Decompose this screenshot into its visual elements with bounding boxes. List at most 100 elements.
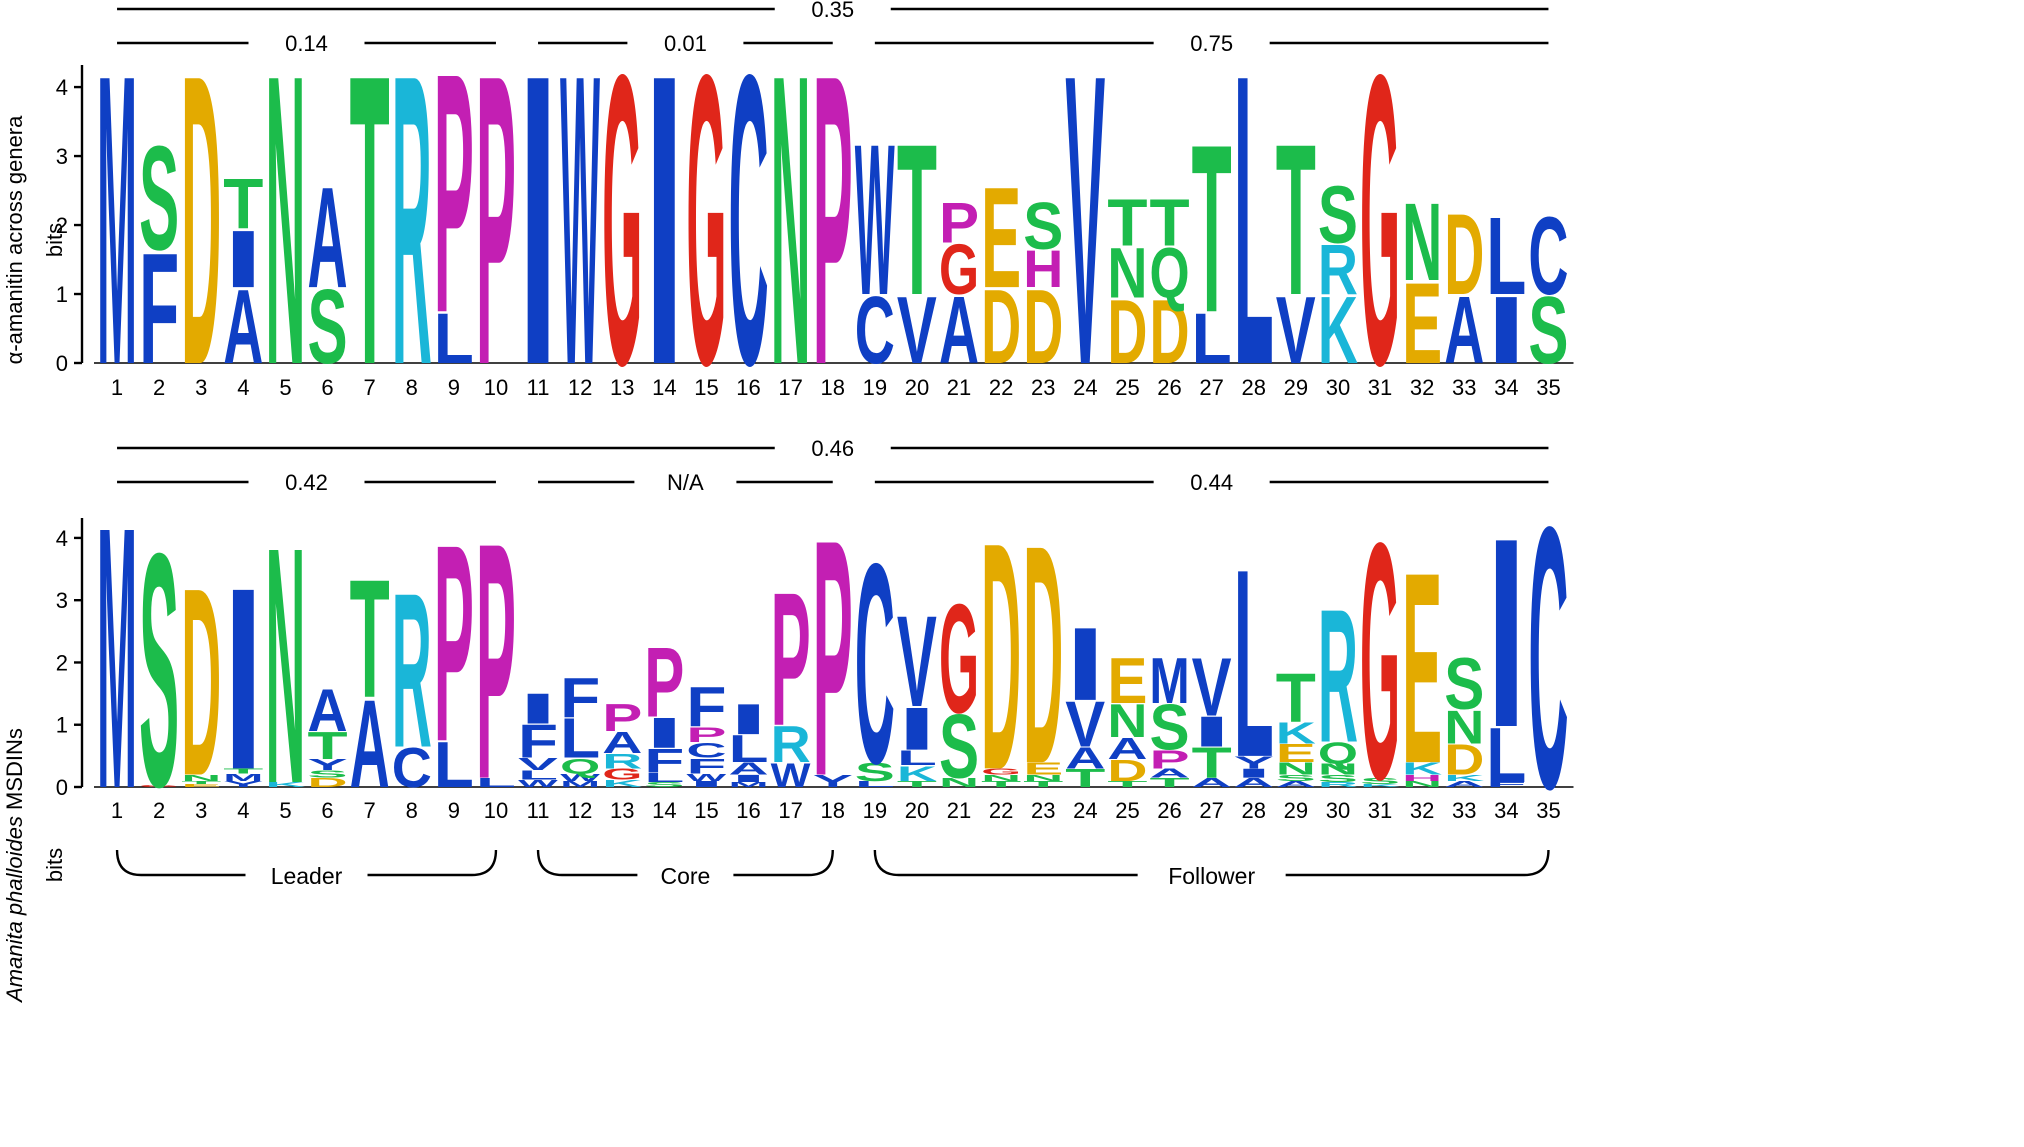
x-tick-label: 23 [1031,375,1055,400]
logo-letter: L [518,768,558,783]
logo-column: AGP [939,191,979,383]
logo-letter: D [1107,281,1147,382]
y-axis-label: Amanita phalloides MSDINs [2,728,27,1004]
bracket-label: N/A [667,470,704,495]
logo-letter: F [139,219,179,397]
logo-letter: G [981,767,1021,777]
logo-letter: N [1107,694,1147,747]
logo-letter: N [1107,233,1147,314]
logo-letter: A [1150,766,1190,780]
logo-letter: K [1360,783,1401,788]
logo-letter: V [1276,277,1316,384]
x-tick-label: 30 [1326,375,1350,400]
x-tick-label: 14 [652,798,676,823]
logo-letter: V [1192,642,1232,733]
x-tick-label: 28 [1242,798,1266,823]
logo-column: SC [1528,196,1568,384]
logo-letter: P [644,628,684,738]
x-tick-label: 12 [568,375,592,400]
logo-column: DE [981,158,1021,386]
logo-letter: L [897,746,937,770]
logo-letter: N [265,478,305,855]
logo-letter: N [939,775,979,789]
logo-letter: T [1107,779,1148,789]
logo-letter: I [518,0,558,451]
logo-letter: S [939,696,979,797]
logo-letter: W [771,757,811,796]
x-tick-label: 14 [652,375,676,400]
logo-letter: M [560,779,600,789]
logo-letter: I [897,695,937,762]
logo-letter: L [855,779,895,789]
logo-column: VT [897,99,937,383]
logo-letter: R [1318,229,1358,310]
logo-letter: T [1150,186,1190,261]
logo-letter: A [1234,775,1274,789]
x-tick-label: 8 [406,798,418,823]
logo-letter: Y [308,756,348,773]
logo-letter: S [139,483,179,856]
position-labels: 1 2 3 4 5 6 7 8 9 10 11 12 13 14 15 16 17 18 19 20 21 22 23 24 2… [111,375,1561,400]
x-tick-label: 25 [1115,375,1139,400]
logo-letter: T [1192,739,1232,787]
logo-letter: N [1402,182,1442,305]
logo-letter: M [97,0,137,451]
logo-letter: P [1150,745,1190,774]
logo-letter: K [1444,773,1485,783]
logo-letter: T [350,0,390,451]
x-tick-label: 19 [863,375,887,400]
x-tick-label: 7 [364,375,376,400]
logo-letter: I [1486,482,1526,784]
position-labels: 1 2 3 4 5 6 7 8 9 10 11 12 13 14 15 16 17 18 19 20 21 22 23 24 2… [111,798,1561,823]
logo-column: LT [1192,96,1232,379]
logo-letter: Y [223,779,263,789]
logo-column: WRP [771,552,811,795]
x-tick-label: 30 [1326,798,1350,823]
logo-letter: I [518,685,558,733]
logo-column: FS [139,115,179,396]
logo-letter: C [686,738,726,762]
x-tick-label: 4 [237,375,249,400]
logo-letter: K [897,761,938,785]
conservation-brackets: 0.35 0.14 0.01 0.75 [117,0,1549,56]
logo-letter: T [1276,660,1316,737]
logo-column: G [602,0,642,451]
logo-column: R [392,0,432,451]
logo-column: P [476,0,516,451]
logo-letter: V [897,277,937,384]
x-tick-label: 18 [821,375,845,400]
logo-letter: T [1192,96,1232,363]
logo-letter: N [981,773,1021,783]
x-tick-label: 26 [1157,375,1181,400]
logo-column: DHS [1023,189,1063,385]
logo-letter: R [392,548,432,795]
y-axis-unit: bits [42,848,67,882]
bracket-label: 0.75 [1190,31,1233,56]
x-tick-label: 1 [111,798,123,823]
logo-letter: T [223,164,263,244]
logo-letter: P [434,3,474,385]
region-bracket-line [115,849,246,877]
x-tick-label: 11 [527,798,550,823]
region-label: Follower [1168,863,1255,889]
logo-column: YP [813,471,853,847]
logo-column: LSC [855,504,895,823]
logo-column: V [1065,0,1105,451]
logo-letter: E [1276,739,1316,768]
x-tick-label: 34 [1494,375,1518,400]
logo-letter: C [1528,448,1568,866]
logo-letter: D [181,0,221,451]
logo-letter: P [602,696,642,740]
logo-letter: D [1444,735,1484,784]
region-brackets: Leader Core Follower [115,849,1550,889]
logo-column: SA [308,158,348,386]
logo-letter: A [1065,742,1105,775]
region-bracket-line [1285,849,1550,877]
logo-letter: N [1444,700,1484,753]
